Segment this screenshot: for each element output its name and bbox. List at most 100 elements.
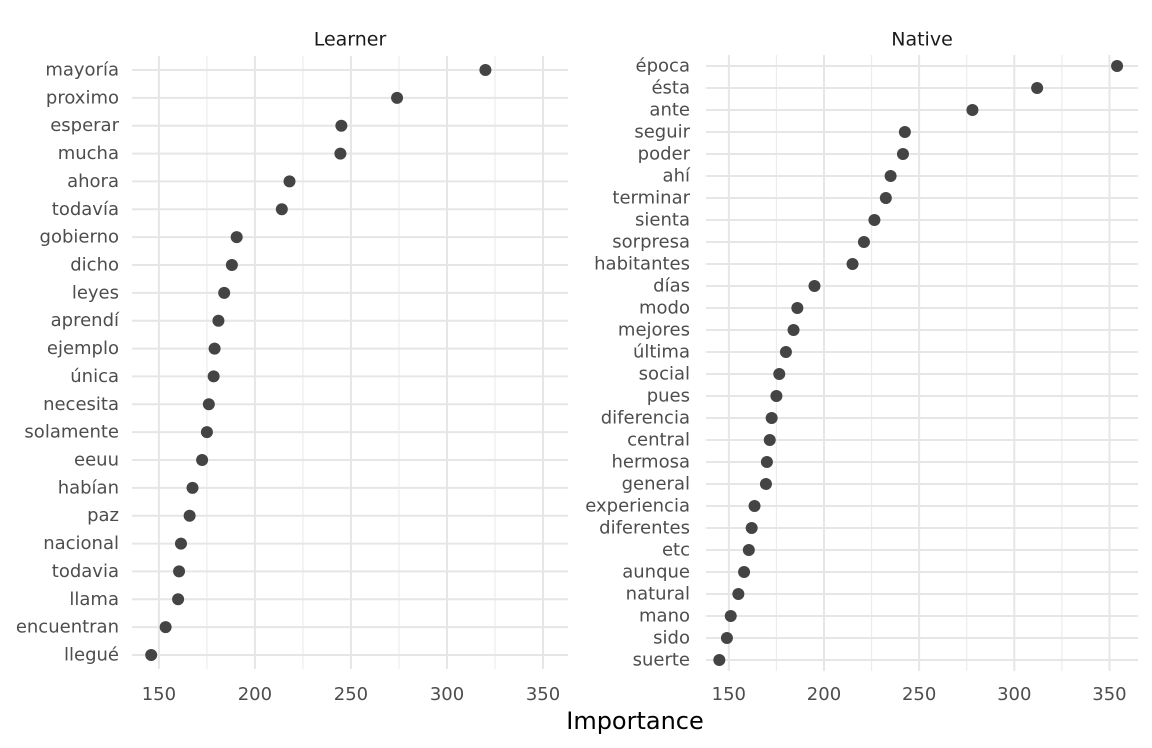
y-tick-label-natural: natural (626, 584, 690, 605)
point-aunque (738, 566, 751, 578)
point-unica (207, 370, 220, 383)
point-ahora (283, 175, 296, 188)
y-tick-label-leyes: leyes (72, 282, 119, 303)
x-tick-label: 200 (807, 684, 841, 705)
point-poder (896, 148, 909, 160)
y-tick-label-social: social (639, 364, 690, 385)
y-tick-label-necesita: necesita (43, 394, 119, 415)
point-sido (720, 632, 733, 644)
y-tick-label-gobierno: gobierno (40, 227, 119, 248)
point-eeuu (196, 454, 209, 466)
y-tick-label-llama: llama (69, 589, 119, 610)
point-mucha (334, 147, 347, 160)
point-todavia (173, 565, 186, 578)
y-tick-label-experiencia: experiencia (585, 496, 690, 517)
y-tick-label-diferencia: diferencia (601, 408, 690, 429)
point-ultima (779, 346, 792, 358)
point-paz (183, 509, 196, 522)
y-tick-label-suerte: suerte (633, 650, 690, 671)
point-natural (732, 588, 745, 600)
point-social (773, 368, 786, 380)
y-tick-label-mejores: mejores (618, 320, 690, 341)
x-tick-label: 250 (334, 684, 368, 705)
y-tick-label-ultima: última (633, 342, 690, 363)
y-tick-label-paz: paz (87, 505, 119, 526)
x-axis-title: Importance (566, 707, 704, 735)
point-dias (808, 280, 821, 292)
point-ante (966, 104, 979, 116)
panel-title: Learner (314, 29, 387, 51)
x-tick-label: 250 (902, 684, 936, 705)
y-tick-label-ante: ante (649, 100, 690, 121)
y-tick-label-todavia: todavia (52, 561, 119, 582)
y-tick-label-habian: habían (58, 477, 119, 498)
panel-native: Native épocaéstaanteseguirpoderahítermina… (585, 29, 1138, 705)
x-tick-label: 350 (1092, 684, 1126, 705)
y-tick-label-mayoria: mayoría (45, 60, 119, 81)
y-tick-label-poder: poder (638, 144, 691, 165)
point-todavia (275, 203, 288, 216)
x-tick-label: 150 (142, 684, 176, 705)
point-gobierno (230, 231, 243, 244)
point-esta (1031, 82, 1044, 94)
point-mayoria (479, 64, 492, 76)
point-llegue (145, 649, 158, 661)
y-tick-label-seguir: seguir (634, 122, 690, 143)
y-tick-label-mano: mano (639, 606, 690, 627)
y-tick-label-dias: días (653, 276, 690, 297)
point-etc (742, 544, 755, 556)
x-tick-label: 200 (238, 684, 272, 705)
point-esperar (335, 119, 348, 132)
y-tick-label-unica: única (70, 366, 119, 387)
y-tick-label-eeuu: eeuu (74, 450, 119, 471)
y-tick-label-sorpresa: sorpresa (612, 232, 690, 253)
y-tick-label-ahi: ahí (663, 166, 691, 187)
point-diferentes (745, 522, 758, 534)
point-epoca (1111, 60, 1124, 72)
y-tick-label-aunque: aunque (622, 562, 690, 583)
point-solamente (200, 426, 213, 439)
point-proximo (391, 91, 404, 104)
point-necesita (202, 398, 215, 411)
y-tick-label-proximo: proximo (46, 87, 119, 108)
point-hermosa (760, 456, 773, 468)
y-tick-label-aprendi: aprendí (51, 310, 120, 331)
y-tick-label-habitantes: habitantes (594, 254, 690, 275)
point-sienta (868, 214, 881, 226)
panel-title: Native (891, 29, 953, 51)
x-tick-label: 350 (526, 684, 560, 705)
y-tick-label-modo: modo (639, 298, 690, 319)
point-mejores (787, 324, 800, 336)
point-sorpresa (857, 236, 870, 248)
y-tick-label-ahora: ahora (67, 171, 119, 192)
point-habitantes (846, 258, 859, 270)
point-leyes (218, 286, 231, 299)
point-experiencia (748, 500, 761, 512)
y-tick-label-central: central (627, 430, 690, 451)
y-tick-label-hermosa: hermosa (611, 452, 690, 473)
point-dicho (225, 259, 238, 271)
point-aprendi (212, 314, 225, 327)
x-tick-label: 150 (712, 684, 746, 705)
point-mano (724, 610, 737, 622)
point-modo (791, 302, 804, 314)
x-tick-label: 300 (430, 684, 464, 705)
point-suerte (713, 654, 726, 666)
y-tick-label-solamente: solamente (24, 422, 119, 443)
point-llama (172, 593, 185, 606)
point-terminar (879, 192, 892, 204)
y-tick-label-epoca: época (636, 56, 690, 77)
y-tick-label-dicho: dicho (70, 255, 119, 276)
point-pues (770, 390, 783, 402)
point-general (759, 478, 772, 490)
point-central (763, 434, 776, 446)
y-tick-label-diferentes: diferentes (599, 518, 690, 539)
point-encuentran (159, 621, 172, 634)
y-tick-label-terminar: terminar (612, 188, 690, 209)
x-tick-label: 300 (997, 684, 1031, 705)
y-tick-label-etc: etc (662, 540, 690, 561)
y-tick-label-pues: pues (647, 386, 690, 407)
y-tick-label-sienta: sienta (635, 210, 690, 231)
y-tick-label-ejemplo: ejemplo (47, 338, 119, 359)
